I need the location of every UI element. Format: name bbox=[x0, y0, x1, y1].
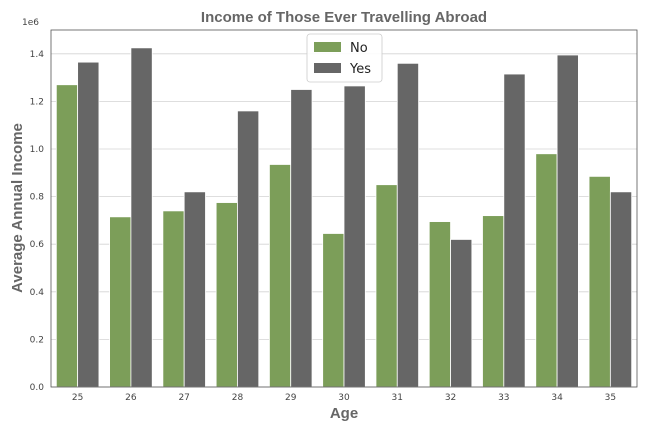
x-tick-label: 30 bbox=[338, 393, 350, 403]
x-tick-label: 35 bbox=[605, 393, 616, 403]
bar-yes-33 bbox=[503, 73, 526, 388]
bar-no-27 bbox=[162, 210, 185, 388]
y-tick-label: 1.0 bbox=[30, 145, 45, 155]
bar-no-32 bbox=[428, 221, 451, 388]
plot-frame bbox=[50, 29, 638, 388]
y-tick-label: 0.2 bbox=[30, 335, 44, 345]
x-tick-labels: 25 26 27 28 29 30 31 32 33 34 35 bbox=[72, 393, 616, 403]
bar-no-35 bbox=[588, 175, 611, 388]
x-axis-label: Age bbox=[330, 405, 358, 422]
y-tick-label: 0.8 bbox=[30, 193, 45, 203]
legend: No Yes bbox=[306, 33, 383, 83]
bars bbox=[55, 47, 633, 388]
y-tick-label: 0.0 bbox=[30, 383, 45, 393]
bar-yes-31 bbox=[396, 62, 419, 388]
bar-yes-30 bbox=[343, 85, 366, 388]
x-tick-label: 26 bbox=[125, 393, 137, 403]
x-tick-label: 27 bbox=[178, 393, 189, 403]
bar-yes-25 bbox=[77, 61, 100, 388]
x-tick-label: 31 bbox=[392, 393, 403, 403]
y-axis-label: Average Annual Income bbox=[9, 123, 26, 293]
bar-no-25 bbox=[55, 84, 79, 388]
bar-no-33 bbox=[482, 215, 505, 388]
x-tick-label: 33 bbox=[498, 393, 509, 403]
x-tick-label: 29 bbox=[285, 393, 297, 403]
legend-label-yes: Yes bbox=[349, 62, 371, 77]
legend-swatch-no bbox=[314, 42, 341, 52]
bar-no-30 bbox=[322, 233, 345, 388]
bar-no-28 bbox=[215, 202, 238, 388]
y-tick-label: 1.4 bbox=[30, 50, 45, 60]
bar-yes-26 bbox=[130, 47, 153, 388]
x-tick-label: 25 bbox=[72, 393, 83, 403]
chart-title: Income of Those Ever Travelling Abroad bbox=[201, 9, 487, 26]
bar-yes-29 bbox=[290, 89, 313, 388]
bar-no-31 bbox=[375, 184, 398, 388]
x-tick-label: 28 bbox=[232, 393, 244, 403]
bar-no-26 bbox=[109, 216, 132, 388]
bar-yes-27 bbox=[183, 191, 206, 388]
y-tick-label: 0.6 bbox=[30, 240, 45, 250]
legend-label-no: No bbox=[350, 41, 368, 56]
y-tick-labels: 0.0 0.2 0.4 0.6 0.8 1.0 1.2 1.4 bbox=[30, 50, 45, 393]
x-tick-label: 34 bbox=[551, 393, 563, 403]
bar-yes-32 bbox=[450, 239, 473, 388]
y-offset-text: 1e6 bbox=[22, 18, 39, 28]
bar-yes-34 bbox=[556, 54, 579, 388]
bar-yes-28 bbox=[237, 110, 260, 388]
y-tick-label: 1.2 bbox=[30, 97, 44, 107]
y-tick-label: 0.4 bbox=[30, 288, 45, 298]
bar-no-34 bbox=[535, 153, 558, 388]
legend-swatch-yes bbox=[314, 63, 341, 73]
bar-no-29 bbox=[269, 164, 292, 388]
x-tick-label: 32 bbox=[445, 393, 456, 403]
bar-yes-35 bbox=[609, 191, 633, 388]
